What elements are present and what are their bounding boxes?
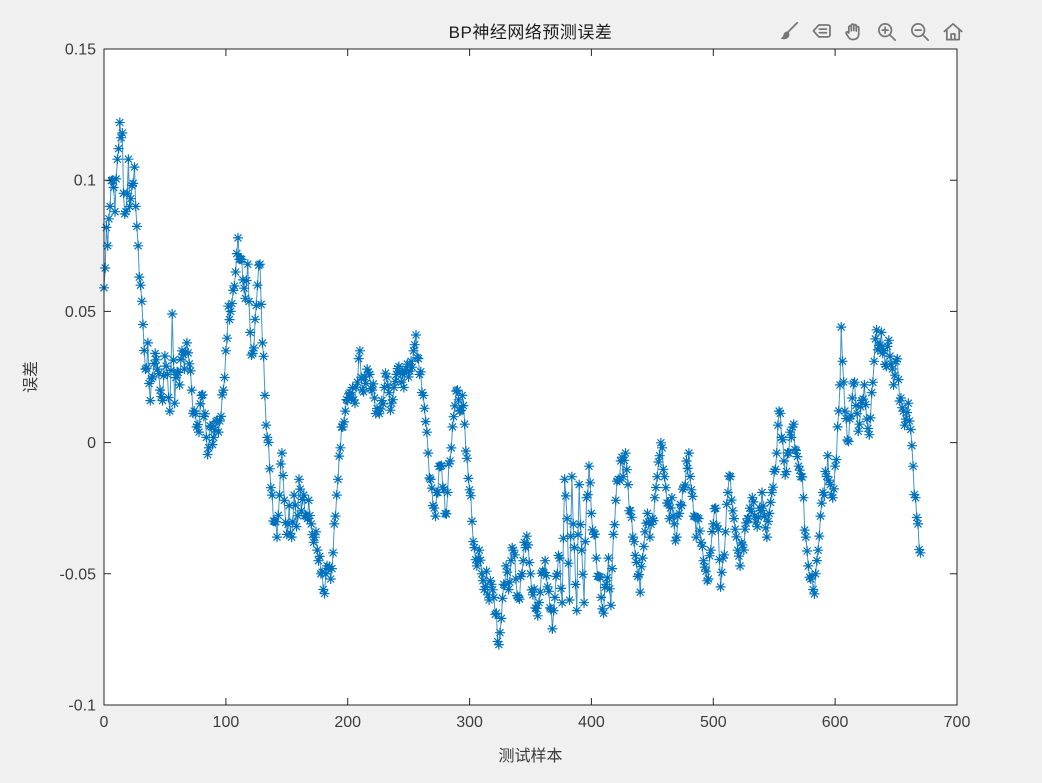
axis-ticks bbox=[103, 48, 958, 706]
x-tick-label: 600 bbox=[822, 714, 849, 731]
x-tick-label: 400 bbox=[578, 714, 605, 731]
y-tick-label: 0.15 bbox=[65, 42, 96, 59]
x-tick-label: 500 bbox=[700, 714, 727, 731]
zoom-out-icon bbox=[911, 23, 929, 41]
y-tick-label: 0 bbox=[87, 435, 96, 452]
x-axis-label: 测试样本 bbox=[498, 748, 563, 765]
y-tick-label: 0.05 bbox=[65, 304, 96, 321]
pan-button[interactable] bbox=[840, 17, 868, 47]
plot-background bbox=[104, 49, 957, 705]
y-tick-label: 0.1 bbox=[74, 173, 96, 190]
x-tick-label: 0 bbox=[100, 714, 109, 731]
x-tick-label: 700 bbox=[944, 714, 971, 731]
zoom-out-button[interactable] bbox=[906, 17, 934, 47]
brush-icon bbox=[780, 21, 799, 40]
chart-title: BP神经网络预测误差 bbox=[448, 23, 613, 42]
home-button[interactable] bbox=[939, 17, 967, 47]
zoom-in-icon bbox=[878, 23, 896, 41]
axes-toolbar bbox=[774, 16, 967, 48]
y-axis-label: 误差 bbox=[23, 360, 41, 394]
data-tips-button[interactable] bbox=[807, 17, 835, 47]
zoom-in-button[interactable] bbox=[873, 17, 901, 47]
axes-box bbox=[103, 48, 958, 706]
home-icon bbox=[943, 23, 963, 41]
data-tips-icon bbox=[812, 24, 831, 38]
x-tick-label: 100 bbox=[213, 714, 240, 731]
y-tick-label: -0.1 bbox=[68, 698, 96, 715]
pan-icon bbox=[845, 23, 860, 41]
x-tick-label: 300 bbox=[456, 714, 483, 731]
x-tick-label: 200 bbox=[334, 714, 361, 731]
brush-button[interactable] bbox=[774, 17, 802, 47]
y-tick-label: -0.05 bbox=[60, 566, 97, 583]
